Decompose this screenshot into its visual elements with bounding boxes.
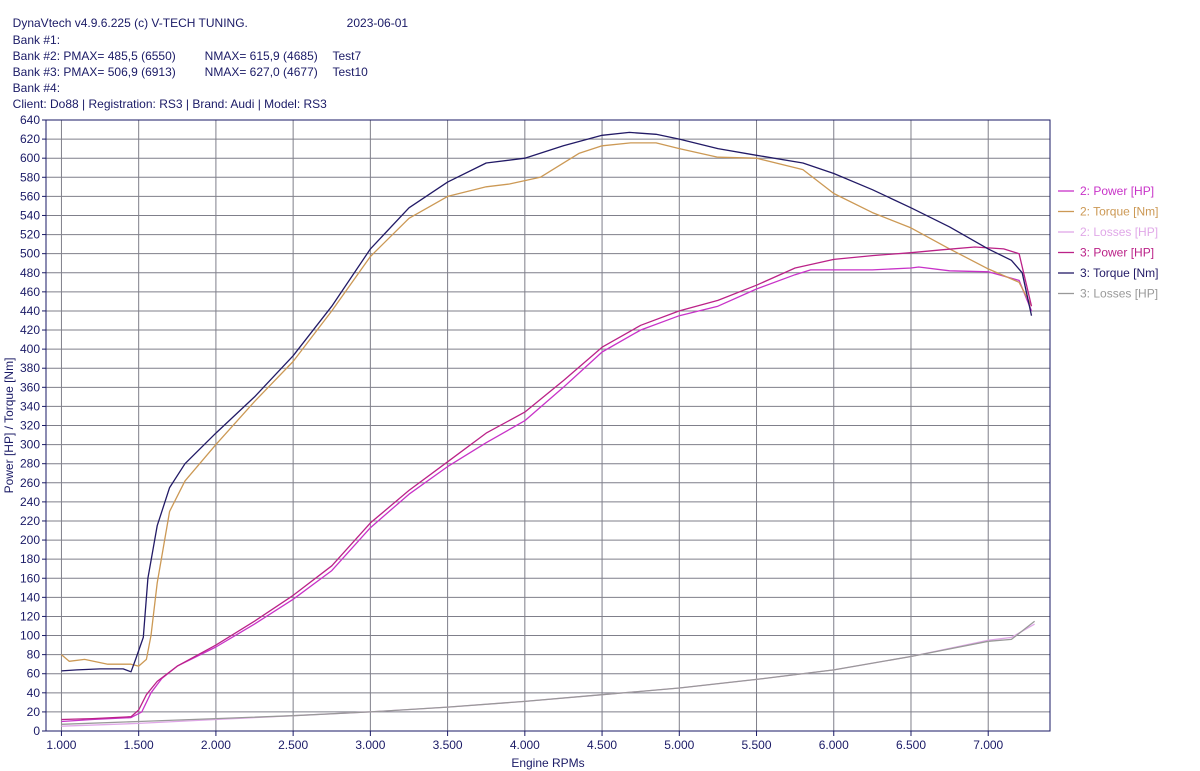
- bank1-label: Bank #1:: [12, 33, 61, 47]
- bank4-label: Bank #4:: [12, 81, 61, 95]
- y-tick-label: 200: [20, 533, 40, 547]
- y-tick-label: 500: [20, 247, 40, 261]
- y-axis-label: Power [HP] / Torque [Nm]: [2, 358, 16, 494]
- y-tick-label: 120: [20, 609, 40, 623]
- x-tick-label: 3.500: [433, 738, 463, 752]
- y-tick-label: 560: [20, 189, 40, 203]
- x-tick-label: 6.000: [819, 738, 849, 752]
- x-tick-label: 4.500: [587, 738, 617, 752]
- y-tick-label: 440: [20, 304, 40, 318]
- y-tick-label: 620: [20, 132, 40, 146]
- test-date: 2023-06-01: [346, 16, 409, 30]
- y-tick-label: 300: [20, 438, 40, 452]
- x-tick-label: 2.500: [278, 738, 308, 752]
- y-tick-label: 180: [20, 552, 40, 566]
- series-line-2: [60, 142, 1033, 667]
- series-line-4: [61, 246, 1033, 721]
- bank3-line: Bank #3: PMAX= 506,9 (6913): [6, 51, 176, 79]
- y-tick-label: 240: [20, 495, 40, 509]
- bank3-test-wrap: Test10: [326, 51, 368, 79]
- y-axis-ticks: 0 20 40 60 80 100 120 140 160 180 200 220 240 260 280 3…: [20, 113, 46, 738]
- y-tick-label: 400: [20, 342, 40, 356]
- series-line-1: [61, 266, 1033, 723]
- bank3-test: Test10: [332, 65, 368, 79]
- y-tick-label: 220: [20, 514, 40, 528]
- series-line-5: [61, 131, 1033, 673]
- app-title: DynaVtech v4.9.6.225 (c) V-TECH TUNING.: [12, 16, 248, 30]
- y-tick-label: 140: [20, 590, 40, 604]
- x-tick-label: 7.000: [973, 738, 1003, 752]
- y-tick-label: 420: [20, 323, 40, 337]
- y-tick-label: 60: [27, 667, 41, 681]
- x-tick-label: 5.500: [742, 738, 772, 752]
- y-tick-label: 0: [33, 724, 40, 738]
- y-tick-label: 600: [20, 151, 40, 165]
- y-tick-label: 520: [20, 228, 40, 242]
- y-tick-label: 360: [20, 380, 40, 394]
- y-tick-label: 280: [20, 457, 40, 471]
- series-line-6: [61, 620, 1036, 725]
- client-line: Client: Do88 | Registration: RS3 | Brand…: [6, 83, 327, 111]
- bank3-nmax: NMAX= 627,0 (4677): [204, 65, 318, 79]
- header-line1: DynaVtech v4.9.6.225 (c) V-TECH TUNING.: [6, 2, 248, 30]
- y-tick-label: 580: [20, 170, 40, 184]
- x-tick-label: 2.000: [201, 738, 231, 752]
- y-tick-label: 460: [20, 285, 40, 299]
- series-line-3: [61, 623, 1035, 727]
- y-tick-label: 380: [20, 361, 40, 375]
- y-tick-label: 80: [27, 648, 41, 662]
- legend-entry-6: 3: Losses [HP]: [1080, 287, 1158, 301]
- bank3-nmax-wrap: NMAX= 627,0 (4677): [198, 51, 318, 79]
- y-tick-label: 40: [27, 686, 41, 700]
- grid: [46, 119, 1050, 732]
- y-tick-label: 320: [20, 419, 40, 433]
- x-tick-label: 5.000: [664, 738, 694, 752]
- legend-entry-4: 3: Power [HP]: [1080, 246, 1154, 260]
- bank4-line: Bank #4:: [6, 67, 60, 95]
- x-tick-label: 4.000: [510, 738, 540, 752]
- legend: 2: Power [HP] 2: Torque [Nm] 2: Losses [HP…: [1058, 184, 1158, 301]
- bank1-line: Bank #1:: [6, 19, 60, 47]
- y-tick-label: 640: [20, 113, 40, 127]
- y-tick-label: 100: [20, 629, 40, 643]
- bank2-nmax: NMAX= 615,9 (4685): [204, 49, 318, 63]
- series-lines: [60, 131, 1036, 727]
- bank2-nmax-wrap: NMAX= 615,9 (4685): [198, 35, 318, 63]
- y-tick-label: 160: [20, 571, 40, 585]
- x-tick-label: 1.500: [124, 738, 154, 752]
- legend-entry-5: 3: Torque [Nm]: [1080, 266, 1158, 280]
- bank2-line: Bank #2: PMAX= 485,5 (6550): [6, 35, 176, 63]
- bank3-pmax: Bank #3: PMAX= 506,9 (6913): [12, 65, 176, 79]
- bank2-test-wrap: Test7: [326, 35, 361, 63]
- x-tick-label: 1.000: [46, 738, 76, 752]
- y-tick-label: 260: [20, 476, 40, 490]
- legend-entry-1: 2: Power [HP]: [1080, 184, 1154, 198]
- header-date: 2023-06-01: [340, 2, 408, 30]
- x-tick-label: 6.500: [896, 738, 926, 752]
- y-tick-label: 20: [27, 705, 41, 719]
- x-axis-label: Engine RPMs: [511, 756, 584, 770]
- bank2-test: Test7: [332, 49, 362, 63]
- y-tick-label: 540: [20, 208, 40, 222]
- x-axis-ticks: 1.000 1.500 2.000 2.500 3.000 3.500 4.000 4.500…: [46, 731, 1004, 752]
- y-tick-label: 480: [20, 266, 40, 280]
- legend-entry-2: 2: Torque [Nm]: [1080, 205, 1158, 219]
- bank2-pmax: Bank #2: PMAX= 485,5 (6550): [12, 49, 176, 63]
- y-tick-label: 340: [20, 399, 40, 413]
- client-info: Client: Do88 | Registration: RS3 | Brand…: [12, 97, 327, 111]
- legend-entry-3: 2: Losses [HP]: [1080, 225, 1158, 239]
- x-tick-label: 3.000: [355, 738, 385, 752]
